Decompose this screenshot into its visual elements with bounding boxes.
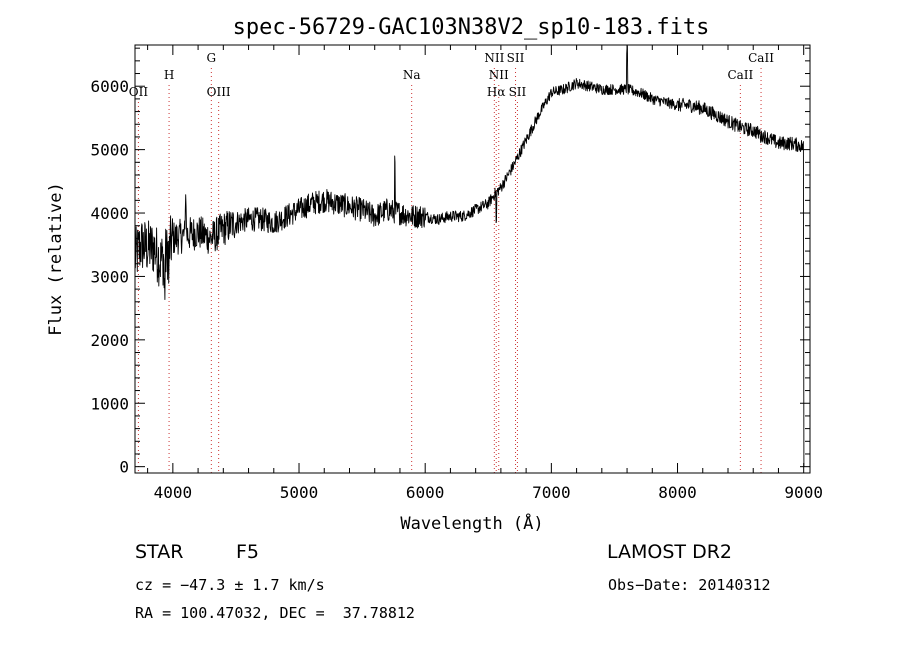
line-marker-label: NII xyxy=(489,68,509,82)
line-marker-label: G xyxy=(207,51,217,65)
line-marker-label: CaII xyxy=(748,51,774,65)
obs-date-text: Obs−Date: 20140312 xyxy=(608,576,771,594)
line-marker-label: NII xyxy=(484,51,504,65)
x-axis: 4000 5000 6000 7000 8000 9000 xyxy=(147,45,823,502)
x-tick-label: 7000 xyxy=(532,483,571,502)
line-marker-label: CaII xyxy=(727,68,753,82)
y-tick-label: 0 xyxy=(119,458,129,477)
line-marker-label: Hα xyxy=(487,85,506,99)
spectrum-layer xyxy=(134,44,805,467)
y-tick-label: 6000 xyxy=(90,77,129,96)
spectral-subclass: F5 xyxy=(236,541,260,563)
line-marker-label: H xyxy=(164,68,174,82)
plot-frame xyxy=(134,44,811,474)
line-marker-label: SII xyxy=(507,51,525,65)
x-tick-label: 5000 xyxy=(280,483,319,502)
line-marker-label: OIII xyxy=(207,85,231,99)
x-tick-label: 8000 xyxy=(658,483,697,502)
y-axis: 0 1000 2000 3000 4000 5000 6000 xyxy=(90,47,810,477)
spectrum-line xyxy=(134,44,805,467)
y-tick-label: 1000 xyxy=(90,394,129,413)
object-class: STAR xyxy=(135,541,184,563)
y-tick-label: 2000 xyxy=(90,331,129,350)
x-tick-label: 6000 xyxy=(406,483,445,502)
x-axis-label: Wavelength (Å) xyxy=(400,512,543,534)
line-marker-label: OII xyxy=(129,85,149,99)
survey-name: LAMOST DR2 xyxy=(607,541,732,563)
line-marker-label: SII xyxy=(509,85,527,99)
y-tick-label: 4000 xyxy=(90,204,129,223)
y-axis-label: Flux (relative) xyxy=(46,182,66,336)
line-marker-label: Na xyxy=(403,68,421,82)
y-tick-label: 5000 xyxy=(90,141,129,160)
x-tick-label: 9000 xyxy=(784,483,823,502)
coords-text: RA = 100.47032, DEC = 37.78812 xyxy=(135,604,415,622)
y-tick-label: 3000 xyxy=(90,267,129,286)
x-tick-label: 4000 xyxy=(154,483,193,502)
chart-title: spec-56729-GAC103N38V2_sp10-183.fits xyxy=(233,15,710,40)
redshift-text: cz = −47.3 ± 1.7 km/s xyxy=(135,576,325,594)
